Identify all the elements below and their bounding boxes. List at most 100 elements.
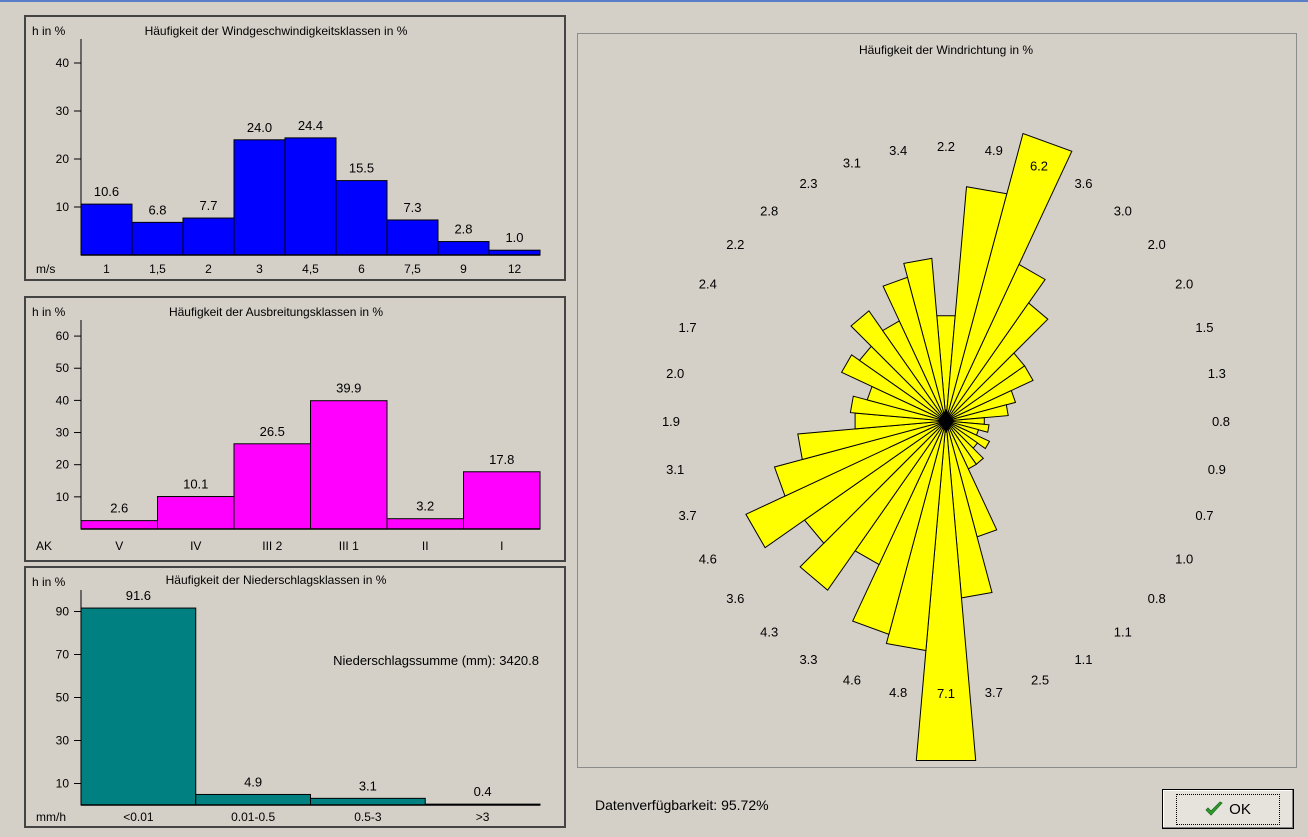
y-tick-label: 40 — [56, 56, 70, 70]
bar — [80, 607, 197, 806]
bar-value-label: 6.8 — [148, 202, 166, 217]
category-label: 3 — [256, 262, 263, 276]
ok-button-label: OK — [1229, 800, 1251, 818]
wind-rose-value-label: 0.8 — [1212, 414, 1230, 429]
bar-value-label: 1.0 — [505, 230, 523, 245]
wind-rose-value-label: 0.8 — [1148, 591, 1166, 606]
wind-rose-value-label: 1.1 — [1074, 652, 1092, 667]
wind-rose-value-label: 4.8 — [889, 685, 907, 700]
bar — [386, 219, 439, 256]
category-label: II — [422, 539, 429, 553]
bar-value-label: 3.2 — [416, 499, 434, 514]
bar — [182, 217, 235, 256]
bar — [284, 137, 337, 256]
bar-value-label: 2.8 — [454, 222, 472, 237]
y-tick-label: 40 — [56, 393, 70, 407]
bar-value-label: 39.9 — [336, 381, 361, 396]
wind-rose-panel: Häufigkeit der Windrichtung in % 2.2 4.9 6.… — [577, 33, 1297, 768]
y-tick-label: 30 — [56, 734, 70, 748]
category-label: V — [115, 539, 123, 553]
precipitation-chart: Häufigkeit der Niederschlagsklassen in %… — [32, 573, 541, 824]
bar-value-label: 91.6 — [126, 588, 151, 603]
y-tick-label: 10 — [56, 200, 70, 214]
y-axis-label: h in % — [32, 305, 66, 319]
wind-rose-center-marker — [938, 409, 954, 433]
bar — [463, 471, 541, 530]
y-tick-label: 60 — [56, 329, 70, 343]
bar — [310, 797, 426, 806]
bar — [131, 221, 184, 256]
wind-speed-panel: Häufigkeit der Windgeschwindigkeitsklass… — [24, 15, 566, 281]
y-axis-label: h in % — [32, 575, 66, 589]
wind-rose-value-label: 4.3 — [760, 625, 778, 640]
chart-title: Häufigkeit der Ausbreitungsklassen in % — [169, 305, 383, 319]
chart-title: Häufigkeit der Windgeschwindigkeitsklass… — [145, 24, 408, 38]
wind-rose-value-label: 3.1 — [666, 462, 684, 477]
bar-value-label: 4.9 — [244, 774, 262, 789]
wind-rose-value-label: 3.6 — [1074, 176, 1092, 191]
category-label: 7,5 — [404, 262, 421, 276]
wind-rose-value-label: 4.6 — [843, 672, 861, 687]
wind-rose-value-label: 2.8 — [760, 203, 778, 218]
wind-rose-value-label: 2.5 — [1031, 672, 1049, 687]
wind-rose-value-label: 3.6 — [726, 591, 744, 606]
precipitation-panel: Häufigkeit der Niederschlagsklassen in %… — [24, 566, 566, 828]
wind-rose-chart: Häufigkeit der Windrichtung in % 2.2 4.9 6.… — [662, 43, 1230, 761]
y-tick-label: 70 — [56, 648, 70, 662]
bar-value-label: 2.6 — [110, 501, 128, 516]
bar — [386, 518, 464, 530]
bar-value-label: 15.5 — [349, 161, 374, 176]
bar — [157, 496, 235, 530]
wind-rose-sector — [903, 257, 947, 422]
wind-rose-value-label: 3.3 — [799, 652, 817, 667]
bar-value-label: 10.1 — [183, 477, 208, 492]
bar — [80, 203, 133, 256]
category-label: 0.5-3 — [354, 810, 382, 824]
precipitation-sum-annotation: Niederschlagssumme (mm): 3420.8 — [333, 653, 539, 668]
y-tick-label: 90 — [56, 605, 70, 619]
y-tick-label: 30 — [56, 426, 70, 440]
bar — [195, 793, 311, 806]
stability-class-chart: Häufigkeit der Ausbreitungsklassen in % h… — [32, 305, 541, 553]
bar-value-label: 24.4 — [298, 118, 323, 133]
window-top-border — [0, 0, 1308, 2]
wind-rose-value-label: 2.0 — [666, 366, 684, 381]
wind-rose-value-label: 3.7 — [985, 685, 1003, 700]
wind-speed-chart: Häufigkeit der Windgeschwindigkeitsklass… — [32, 24, 541, 276]
ok-button[interactable]: OK — [1162, 789, 1294, 829]
wind-rose-value-label: 1.9 — [662, 414, 680, 429]
wind-rose-value-label: 2.2 — [937, 139, 955, 154]
wind-rose-value-label: 6.2 — [1030, 158, 1048, 173]
bar — [80, 520, 158, 530]
bar-value-label: 7.7 — [199, 198, 217, 213]
y-tick-label: 50 — [56, 691, 70, 705]
wind-rose-value-label: 1.0 — [1175, 552, 1193, 567]
category-label: I — [500, 539, 503, 553]
y-tick-label: 20 — [56, 458, 70, 472]
wind-rose-value-label: 0.9 — [1208, 462, 1226, 477]
category-label: III 2 — [262, 539, 282, 553]
category-label: 1 — [103, 262, 110, 276]
y-tick-label: 50 — [56, 361, 70, 375]
bar-value-label: 7.3 — [403, 200, 421, 215]
x-unit-label: m/s — [36, 262, 55, 276]
category-label: 6 — [358, 262, 365, 276]
wind-rose-value-label: 2.4 — [699, 277, 717, 292]
checkmark-icon — [1205, 801, 1223, 816]
category-label: 0.01-0.5 — [231, 810, 275, 824]
stability-class-panel: Häufigkeit der Ausbreitungsklassen in % h… — [24, 296, 566, 562]
category-label: 2 — [205, 262, 212, 276]
chart-title: Häufigkeit der Niederschlagsklassen in % — [166, 573, 387, 587]
y-tick-label: 20 — [56, 152, 70, 166]
y-tick-label: 10 — [56, 777, 70, 791]
wind-rose-value-label: 1.7 — [679, 320, 697, 335]
wind-rose-value-label: 3.0 — [1114, 203, 1132, 218]
bar — [233, 139, 286, 256]
category-label: 9 — [460, 262, 467, 276]
bar — [335, 180, 388, 256]
wind-rose-value-label: 4.6 — [699, 552, 717, 567]
wind-rose-value-label: 0.7 — [1195, 508, 1213, 523]
wind-rose-value-label: 3.1 — [843, 156, 861, 171]
bar-value-label: 10.6 — [94, 184, 119, 199]
wind-rose-value-label: 4.9 — [985, 143, 1003, 158]
